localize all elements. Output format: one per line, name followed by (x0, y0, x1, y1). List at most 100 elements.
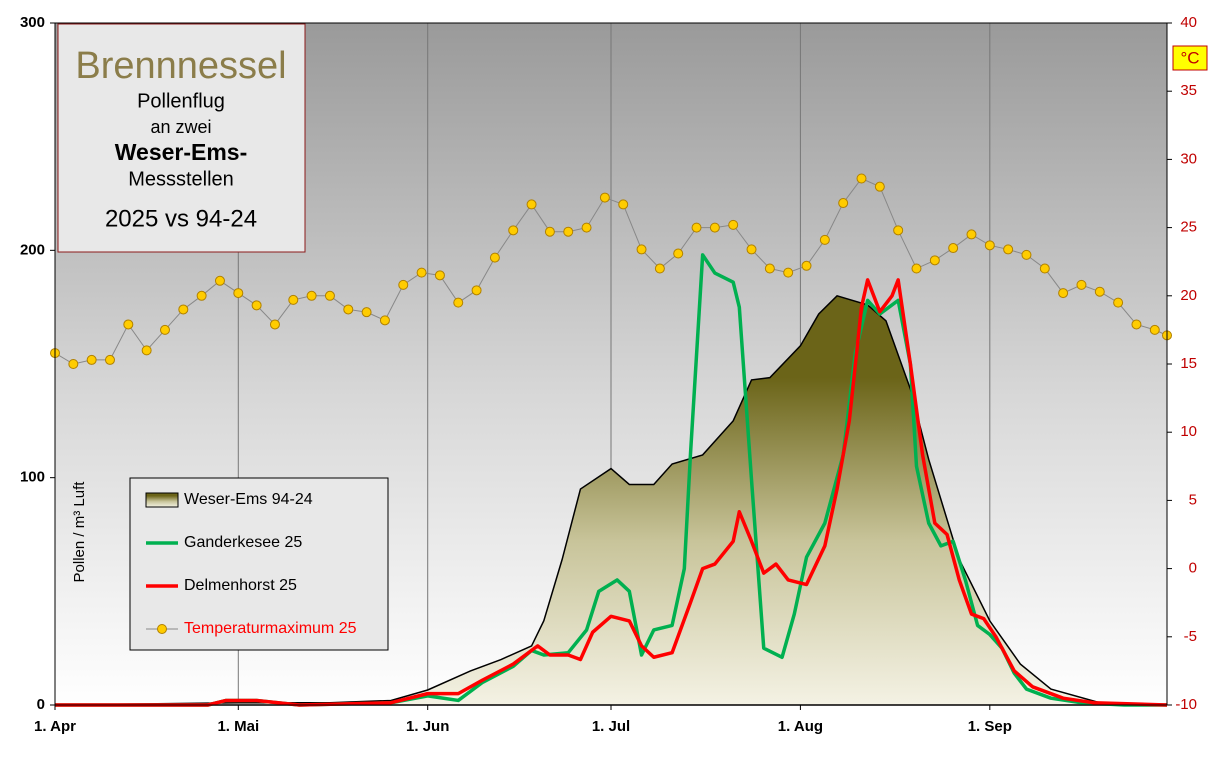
point (508, 225, 519, 236)
point (1003, 244, 1014, 255)
point (636, 244, 647, 255)
x-tick-label: 1. Apr (34, 718, 76, 735)
point (526, 199, 537, 210)
point (471, 285, 482, 296)
point (838, 198, 849, 209)
point (728, 219, 739, 230)
area (54, 294, 1168, 706)
x-tick-label: 1. Jul (592, 718, 630, 735)
y-tick-label: 200 (20, 241, 45, 258)
point (1149, 324, 1160, 335)
legend-label: Weser-Ems 94-24 (184, 491, 313, 508)
point (1131, 319, 1142, 330)
marks (50, 173, 1172, 707)
point (856, 173, 867, 184)
point (599, 192, 610, 203)
point (269, 319, 280, 330)
chart-title: Brennnessel (75, 45, 286, 87)
title-box (57, 23, 306, 253)
y2-tick-label: -10 (1175, 696, 1197, 713)
point (233, 288, 244, 299)
point (966, 229, 977, 240)
point (288, 294, 299, 305)
point (654, 263, 665, 274)
point (1021, 249, 1032, 260)
y2-tick-label: 20 (1180, 287, 1197, 304)
point (673, 248, 684, 259)
point (948, 243, 959, 254)
point (434, 270, 445, 281)
point (123, 319, 134, 330)
point (251, 300, 262, 311)
y2-axis-label: °C (1180, 48, 1199, 67)
point (691, 222, 702, 233)
y2-label-box (1172, 45, 1208, 71)
point (764, 263, 775, 274)
y-tick-label: 300 (20, 14, 45, 31)
point (581, 222, 592, 233)
y-tick-label: 0 (37, 696, 45, 713)
legend-swatch (157, 624, 167, 634)
legend-swatch (145, 492, 179, 508)
legend-entries: Weser-Ems 94-24 Ganderkesee 25 Delmenhorst… (145, 491, 357, 637)
point (929, 255, 940, 266)
point (801, 260, 812, 271)
axes: 1. Apr 1. Mai 1. Jun 1. Jul 1. Aug 1. Sep0100… (20, 14, 1197, 735)
point (361, 307, 372, 318)
point (709, 222, 720, 233)
point (544, 226, 555, 237)
x-tick-label: 1. Aug (778, 718, 823, 735)
y2-tick-label: 0 (1189, 560, 1197, 577)
point (984, 240, 995, 251)
point (159, 324, 170, 335)
x-tick-label: 1. Jun (406, 718, 449, 735)
line (55, 278, 1168, 707)
point (1076, 279, 1087, 290)
y-axis-label: Pollen / m³ Luft (71, 481, 88, 583)
subtitle: Weser-Ems- (115, 139, 248, 165)
y-tick-label: 100 (20, 469, 45, 486)
y2-tick-label: 30 (1180, 150, 1197, 167)
point (178, 304, 189, 315)
y2-tick-label: 15 (1180, 355, 1197, 372)
point (489, 252, 500, 263)
y2-tick-label: 40 (1180, 14, 1197, 31)
point (1039, 263, 1050, 274)
subtitle: an zwei (150, 117, 211, 137)
x-tick-label: 1. Mai (217, 718, 259, 735)
subtitle: 2025 vs 94-24 (105, 205, 257, 232)
point (893, 225, 904, 236)
point (783, 267, 794, 278)
point (746, 244, 757, 255)
y2-tick-label: -5 (1184, 628, 1197, 645)
point (343, 304, 354, 315)
point (563, 226, 574, 237)
point (68, 359, 79, 369)
point (214, 275, 225, 286)
subtitle: Messstellen (128, 168, 234, 190)
point (1094, 286, 1105, 297)
point (453, 297, 464, 308)
point (104, 354, 115, 365)
y2-tick-label: 25 (1180, 219, 1197, 236)
point (324, 290, 335, 301)
point (379, 315, 390, 326)
y2-tick-label: 35 (1180, 82, 1197, 99)
point (141, 345, 152, 356)
y2-tick-label: 5 (1189, 491, 1197, 508)
point (196, 290, 207, 301)
point (911, 263, 922, 274)
legend-label: Temperaturmaximum 25 (184, 620, 357, 637)
point (416, 267, 427, 278)
point (398, 279, 409, 290)
y2-tick-label: 10 (1180, 423, 1197, 440)
legend-label: Delmenhorst 25 (184, 577, 297, 594)
point (618, 199, 629, 210)
x-tick-label: 1. Sep (968, 718, 1012, 735)
point (874, 181, 885, 192)
line (55, 253, 1167, 707)
point (86, 354, 97, 365)
point (1113, 297, 1124, 308)
